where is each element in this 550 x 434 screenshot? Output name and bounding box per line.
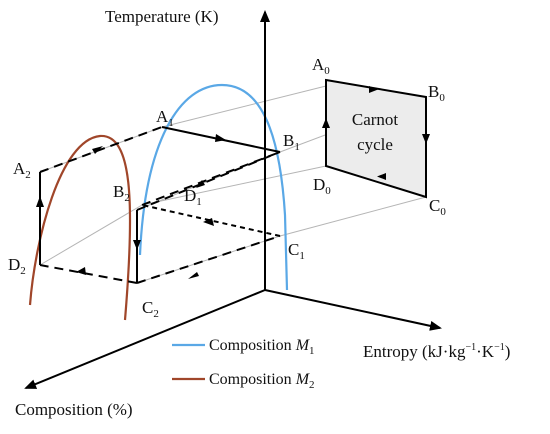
axes [24, 10, 442, 389]
point-d0: D0 [313, 175, 331, 197]
legend-m1-label: Composition M1 [209, 337, 315, 357]
composition-axis-title: Composition (%) [15, 400, 133, 419]
legend-m2-label: Composition M2 [209, 371, 315, 391]
temperature-axis-title: Temperature (K) [105, 7, 219, 26]
point-c0: C0 [429, 196, 446, 218]
cycle-2-arrowheads [36, 146, 199, 279]
dome-m1-curve [138, 83, 289, 291]
point-b2: B2 [113, 182, 130, 204]
carnot-cycle-box: Carnot cycle [322, 78, 430, 199]
point-c1: C1 [288, 240, 305, 262]
entropy-axis [264, 289, 442, 331]
point-d1: D1 [184, 186, 202, 208]
composition-axis [24, 289, 266, 389]
dome-m2-curve [28, 134, 132, 321]
entropy-axis-title: Entropy (kJ·kg−1·K−1) [363, 342, 510, 361]
carnot-label-line1: Carnot [352, 110, 399, 129]
point-a0: A0 [312, 55, 330, 77]
point-a1: A1 [156, 107, 174, 129]
carnot-label-line2: cycle [357, 135, 393, 154]
c1-c2-path [136, 235, 281, 284]
point-b0: B0 [428, 82, 445, 104]
point-c2: C2 [142, 298, 159, 320]
point-d2: D2 [8, 255, 26, 277]
legend: Composition M1 Composition M2 [172, 337, 315, 391]
point-a2: A2 [13, 159, 31, 181]
point-labels: A0 B0 C0 D0 A1 B1 C1 D1 A2 B2 C2 D2 [8, 55, 446, 320]
point-b1: B1 [283, 131, 300, 153]
